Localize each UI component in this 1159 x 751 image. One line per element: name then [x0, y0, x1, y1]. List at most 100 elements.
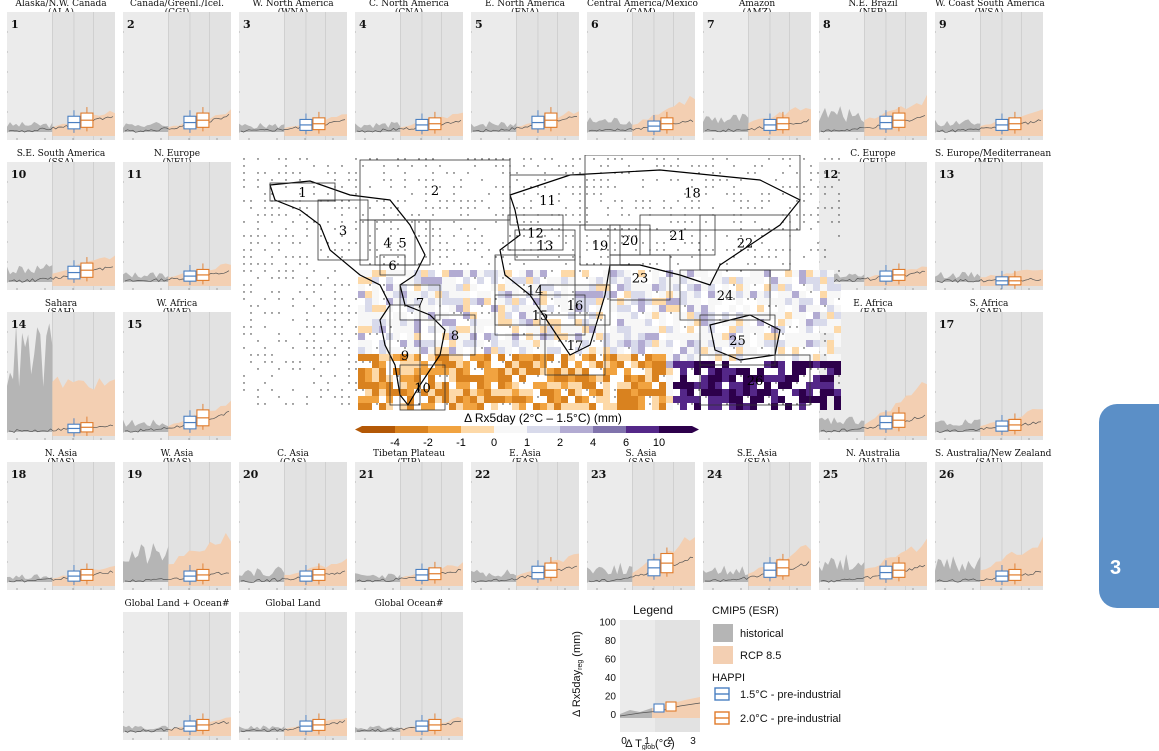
map-cell — [827, 361, 834, 368]
significance-dot — [481, 242, 483, 244]
significance-dot — [614, 249, 616, 251]
map-cell — [393, 270, 400, 277]
significance-dot — [698, 389, 700, 391]
significance-dot — [397, 249, 399, 251]
significance-dot — [467, 235, 469, 237]
significance-dot — [600, 319, 602, 321]
map-cell — [708, 375, 715, 382]
significance-dot — [642, 368, 644, 370]
significance-dot — [439, 242, 441, 244]
map-cell — [673, 284, 680, 291]
significance-dot — [740, 235, 742, 237]
significance-dot — [418, 214, 420, 216]
region-box-14 — [494, 254, 576, 326]
region-box-3 — [317, 199, 369, 261]
significance-dot — [803, 158, 805, 160]
significance-dot — [432, 172, 434, 174]
map-cell — [806, 277, 813, 284]
significance-dot — [551, 298, 553, 300]
map-cell — [442, 277, 449, 284]
significance-dot — [264, 172, 266, 174]
significance-dot — [250, 207, 252, 209]
significance-dot — [768, 249, 770, 251]
map-cell — [575, 284, 582, 291]
map-cell — [764, 361, 771, 368]
significance-dot — [425, 228, 427, 230]
significance-dot — [796, 382, 798, 384]
map-cell — [694, 354, 701, 361]
significance-dot — [712, 207, 714, 209]
significance-dot — [362, 165, 364, 167]
significance-dot — [432, 228, 434, 230]
panel-title: S. Australia/New Zealand — [935, 449, 1052, 459]
map-cell — [575, 403, 582, 410]
significance-dot — [565, 242, 567, 244]
significance-dot — [264, 235, 266, 237]
map-cell — [673, 291, 680, 298]
significance-dot — [726, 249, 728, 251]
map-cell — [799, 403, 806, 410]
significance-dot — [649, 207, 651, 209]
significance-dot — [558, 193, 560, 195]
map-cell — [694, 333, 701, 340]
significance-dot — [306, 347, 308, 349]
significance-dot — [824, 340, 826, 342]
significance-dot — [348, 312, 350, 314]
significance-dot — [285, 165, 287, 167]
significance-dot — [285, 158, 287, 160]
map-cell — [414, 270, 421, 277]
significance-dot — [306, 298, 308, 300]
panel-plot — [819, 312, 927, 440]
map-cell — [813, 270, 820, 277]
map-cell — [715, 403, 722, 410]
map-cell — [708, 284, 715, 291]
map-cell — [505, 396, 512, 403]
map-cell — [365, 270, 372, 277]
map-cell — [792, 270, 799, 277]
map-cell — [834, 305, 841, 312]
significance-dot — [446, 242, 448, 244]
significance-dot — [446, 403, 448, 405]
map-cell — [624, 382, 631, 389]
significance-dot — [243, 165, 245, 167]
significance-dot — [558, 200, 560, 202]
map-cell — [736, 347, 743, 354]
significance-dot — [257, 340, 259, 342]
legend-plot-hist — [620, 708, 652, 718]
significance-dot — [355, 207, 357, 209]
significance-dot — [537, 179, 539, 181]
map-cell — [491, 396, 498, 403]
significance-dot — [810, 403, 812, 405]
map-cell — [792, 312, 799, 319]
significance-dot — [558, 312, 560, 314]
chapter-tab[interactable] — [1099, 404, 1159, 608]
map-cell — [645, 389, 652, 396]
historical-range — [123, 419, 169, 432]
map-cell — [708, 291, 715, 298]
significance-dot — [565, 207, 567, 209]
region-box-6 — [379, 254, 406, 276]
significance-dot — [439, 186, 441, 188]
significance-dot — [495, 256, 497, 258]
americas-coastline — [269, 180, 446, 407]
future-background — [864, 162, 927, 290]
region-box-25 — [699, 314, 776, 366]
map-cell — [638, 298, 645, 305]
map-cell — [512, 277, 519, 284]
multimodel-mean-line — [936, 119, 1042, 133]
significance-dot — [285, 256, 287, 258]
significance-dot — [649, 263, 651, 265]
map-cell — [757, 389, 764, 396]
significance-dot — [544, 242, 546, 244]
significance-dot — [817, 186, 819, 188]
significance-dot — [670, 207, 672, 209]
significance-dot — [397, 256, 399, 258]
significance-dot — [803, 256, 805, 258]
significance-dot — [495, 221, 497, 223]
map-cell — [358, 403, 365, 410]
map-cell — [407, 347, 414, 354]
region-box-23 — [609, 254, 671, 301]
map-cell — [533, 340, 540, 347]
region-panel-2: Canada/Greenl./Icel.(CGI)2 — [123, 0, 231, 140]
